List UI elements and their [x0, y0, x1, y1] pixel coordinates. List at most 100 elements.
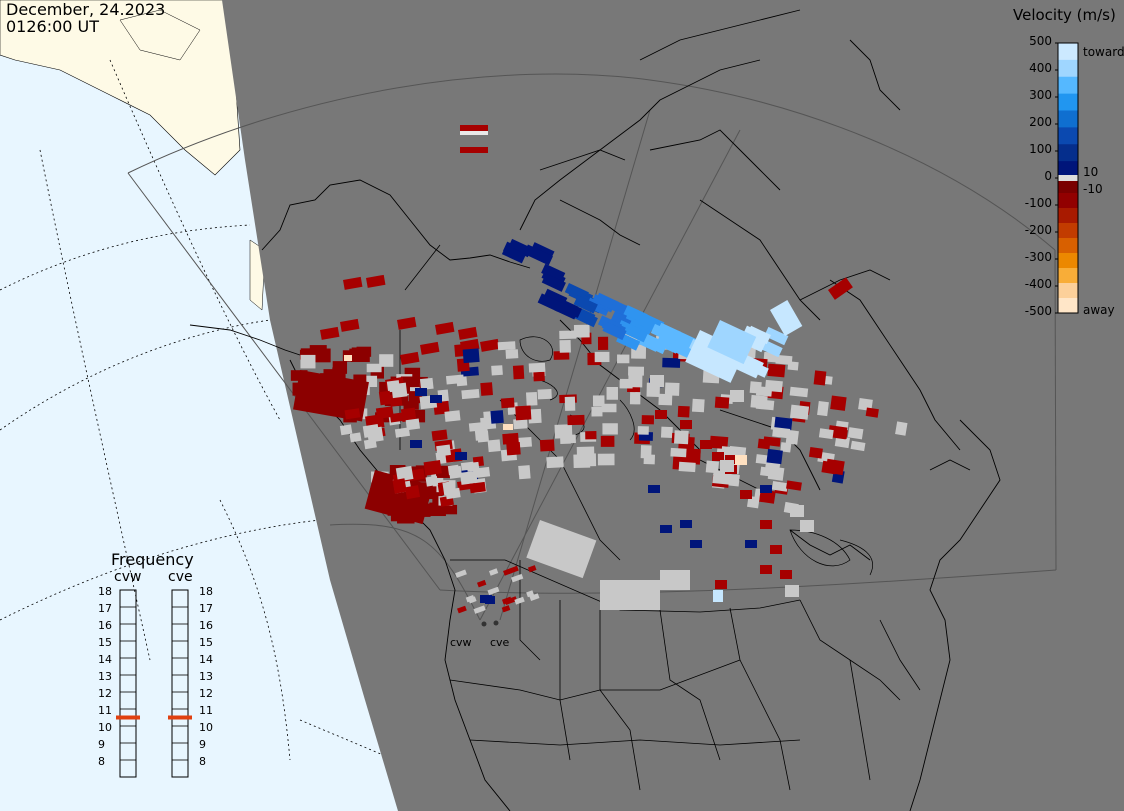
echo-cell [600, 435, 615, 447]
echo-cell [503, 424, 513, 430]
echo-cell [507, 565, 519, 575]
fov-outline [127, 73, 1057, 621]
echo-cell [559, 340, 571, 353]
echo-cell [573, 324, 590, 338]
echo-cell [395, 465, 414, 482]
echo-cell [344, 408, 361, 420]
echo-cell [389, 412, 404, 423]
echo-cell [469, 481, 486, 494]
echo-cell [461, 388, 480, 400]
echo-cell [602, 321, 627, 341]
colorbar-segment [1058, 283, 1078, 299]
echo-cell [617, 354, 630, 364]
echo-cell [537, 293, 562, 312]
echo-cell [836, 428, 848, 440]
legend-label-plus10: 10 [1083, 165, 1099, 179]
frequency-scale-label: 18 [199, 585, 213, 598]
echo-cell [399, 351, 420, 365]
colorbar-segment [1058, 238, 1078, 254]
echo-cell [511, 573, 524, 583]
echo-cell [725, 455, 737, 464]
echo-cell [425, 475, 439, 487]
echo-cell [712, 452, 724, 461]
legend-tick-label: -200 [1024, 223, 1052, 237]
echo-cell [514, 596, 525, 605]
echo-cell [445, 374, 465, 385]
echo-cell [293, 370, 369, 422]
echo-cell [660, 570, 690, 590]
echo-cell [339, 424, 353, 436]
echo-cell [664, 382, 680, 396]
echo-cell [433, 400, 450, 415]
echo-cell [490, 410, 504, 424]
echo-cell [780, 570, 792, 579]
echo-cell [457, 605, 467, 614]
frequency-marker-cve [168, 715, 192, 720]
echo-cell [785, 429, 799, 445]
colorbar-segment [1058, 193, 1078, 209]
legend-tick-label: 0 [1044, 169, 1052, 183]
legend-tick-label: -500 [1024, 304, 1052, 318]
echo-cell [436, 444, 451, 457]
echo-cell [431, 429, 448, 441]
frequency-bar-frame [119, 589, 137, 778]
echo-cell [343, 276, 363, 290]
echo-cell [468, 421, 487, 432]
echo-cell [403, 401, 419, 410]
frequency-scale-label: 17 [98, 602, 112, 615]
frequency-scale-label: 15 [98, 636, 112, 649]
legend-tick-label: 400 [1029, 61, 1052, 75]
echo-cell [526, 590, 535, 598]
echo-cell [488, 568, 499, 576]
echo-cell [309, 345, 327, 354]
echo-cell [600, 580, 660, 610]
echo-cell [501, 596, 513, 605]
echo-cell [437, 504, 458, 515]
echo-cell [720, 460, 734, 472]
night-shading [222, 0, 1124, 811]
echo-cell [528, 362, 546, 373]
echo-cell [825, 458, 845, 476]
echo-cell [650, 375, 664, 387]
echo-cell [760, 520, 772, 529]
echo-cell [526, 391, 538, 406]
echo-cell [553, 350, 570, 360]
echo-cell [497, 341, 516, 351]
echo-cell [750, 394, 768, 409]
echo-cell [628, 366, 645, 376]
echo-cell [850, 440, 866, 452]
frequency-scale-label: 10 [98, 721, 112, 734]
echo-cell [830, 395, 847, 411]
echo-cell [763, 436, 781, 447]
echo-cell [462, 348, 480, 364]
echo-cell [597, 453, 615, 466]
frequency-scale-label: 14 [98, 653, 112, 666]
echo-cell [460, 125, 488, 131]
echo-cell [362, 375, 378, 388]
legend-tick-label: 300 [1029, 88, 1052, 102]
header-timestamp: December, 24.2023 0126:00 UT [6, 1, 165, 35]
echo-cell [641, 415, 655, 425]
radar-label-cve: cve [490, 636, 510, 649]
echo-cell [397, 316, 417, 330]
echo-cell [705, 460, 719, 474]
echo-cell [527, 565, 537, 573]
radar-site-cve [493, 620, 499, 626]
echo-cell [419, 341, 440, 355]
echo-cell [602, 423, 618, 435]
echo-cell [526, 520, 597, 579]
echo-cell [479, 338, 500, 352]
echo-cell [459, 470, 478, 485]
colorbar-segment [1058, 161, 1078, 179]
echo-cell [533, 371, 545, 382]
colorbar-segment [1058, 93, 1078, 111]
lakes [519, 336, 873, 576]
echo-cell [512, 365, 525, 380]
echo-cell [410, 440, 422, 448]
frequency-scale-label: 12 [199, 687, 213, 700]
echo-cell [745, 540, 757, 548]
echo-cell [447, 464, 460, 476]
echo-cell [790, 505, 804, 517]
echo-cell [714, 396, 730, 409]
echo-cell [455, 452, 467, 460]
